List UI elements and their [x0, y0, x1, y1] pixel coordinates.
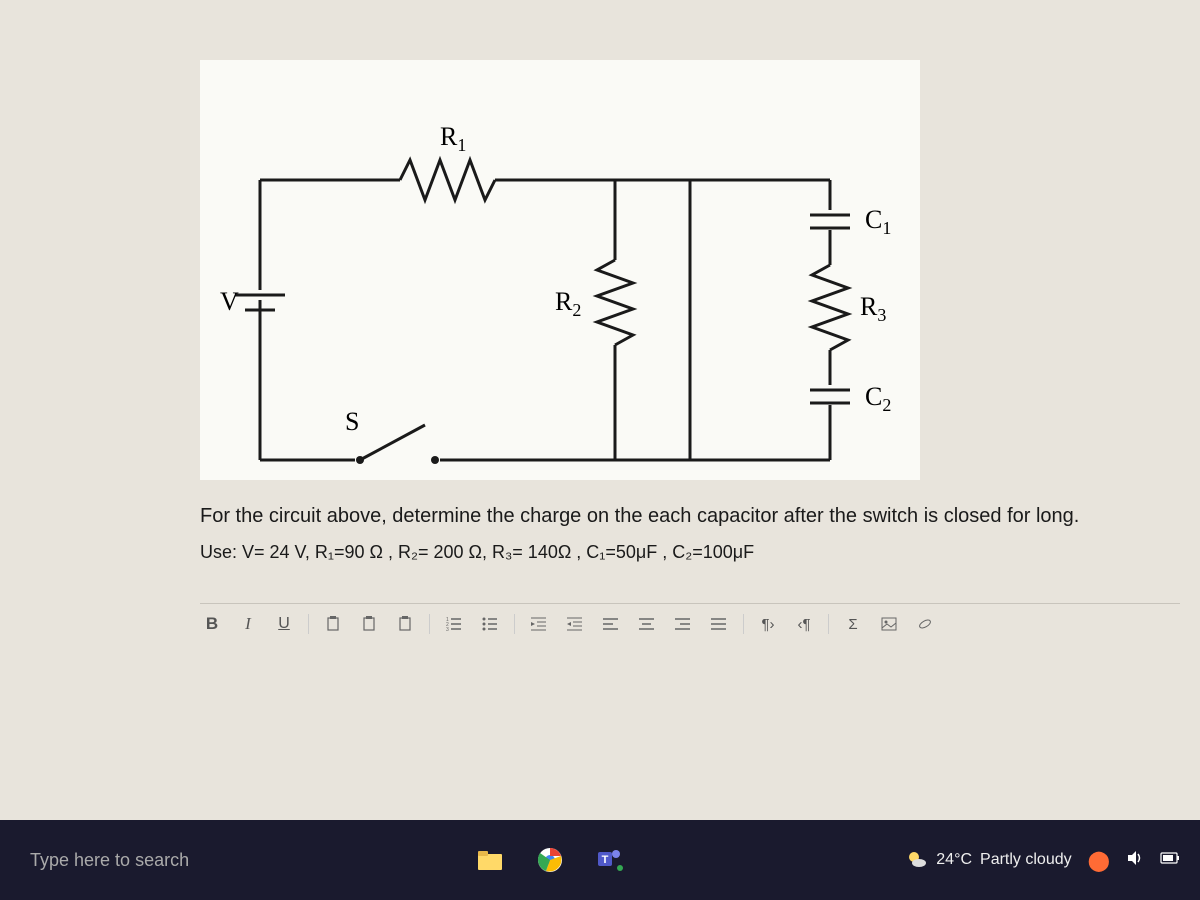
svg-text:R1: R1	[440, 122, 466, 155]
align-left-icon[interactable]	[599, 612, 623, 636]
teams-icon[interactable]: T	[590, 840, 630, 880]
circuit-diagram: V R1 R2 R3 C1 C2 S	[200, 60, 920, 480]
divider	[308, 614, 309, 634]
divider	[743, 614, 744, 634]
taskbar-pinned-icons: T	[470, 840, 630, 880]
svg-text:C2: C2	[865, 382, 891, 415]
weather-desc: Partly cloudy	[980, 851, 1072, 869]
weather-temp: 24°C	[936, 851, 972, 869]
underline-button[interactable]: U	[272, 612, 296, 636]
weather-widget[interactable]: 24°C Partly cloudy	[906, 849, 1071, 871]
ltr-icon[interactable]: ¶›	[756, 612, 780, 636]
rtl-icon[interactable]: ‹¶	[792, 612, 816, 636]
chrome-icon[interactable]	[530, 840, 570, 880]
ordered-list-icon[interactable]: 123	[442, 612, 466, 636]
divider	[514, 614, 515, 634]
editor-toolbar: B I U 123	[200, 603, 1180, 644]
tray-more-icon[interactable]: ⬤	[1088, 848, 1110, 873]
question-text: For the circuit above, determine the cha…	[200, 500, 1180, 532]
svg-text:R2: R2	[555, 287, 581, 320]
paste-icon[interactable]	[321, 612, 345, 636]
paste-icon-3[interactable]	[393, 612, 417, 636]
battery-icon[interactable]	[1160, 851, 1180, 870]
search-input[interactable]: Type here to search	[10, 840, 430, 881]
paste-icon-2[interactable]	[357, 612, 381, 636]
svg-text:C1: C1	[865, 205, 891, 238]
italic-button[interactable]: I	[236, 612, 260, 636]
svg-text:T: T	[602, 854, 609, 866]
volume-icon[interactable]	[1126, 849, 1144, 872]
svg-text:3: 3	[446, 627, 449, 632]
outdent-icon[interactable]	[527, 612, 551, 636]
svg-text:R3: R3	[860, 292, 886, 325]
values-text: Use: V= 24 V, R₁=90 Ω , R₂= 200 Ω, R₃= 1…	[200, 542, 1180, 563]
svg-text:V: V	[220, 287, 239, 316]
bold-button[interactable]: B	[200, 612, 224, 636]
file-explorer-icon[interactable]	[470, 840, 510, 880]
svg-text:S: S	[345, 407, 359, 436]
indent-icon[interactable]	[563, 612, 587, 636]
align-justify-icon[interactable]	[707, 612, 731, 636]
system-tray: 24°C Partly cloudy ⬤	[906, 848, 1190, 873]
align-right-icon[interactable]	[671, 612, 695, 636]
divider	[429, 614, 430, 634]
image-icon[interactable]	[877, 612, 901, 636]
content-area: V R1 R2 R3 C1 C2 S For the circuit above…	[0, 0, 1200, 820]
formula-icon[interactable]: Σ	[841, 612, 865, 636]
link-icon[interactable]	[913, 612, 937, 636]
divider	[828, 614, 829, 634]
windows-taskbar: Type here to search T 24°C Partly cloudy…	[0, 820, 1200, 900]
align-center-icon[interactable]	[635, 612, 659, 636]
unordered-list-icon[interactable]	[478, 612, 502, 636]
